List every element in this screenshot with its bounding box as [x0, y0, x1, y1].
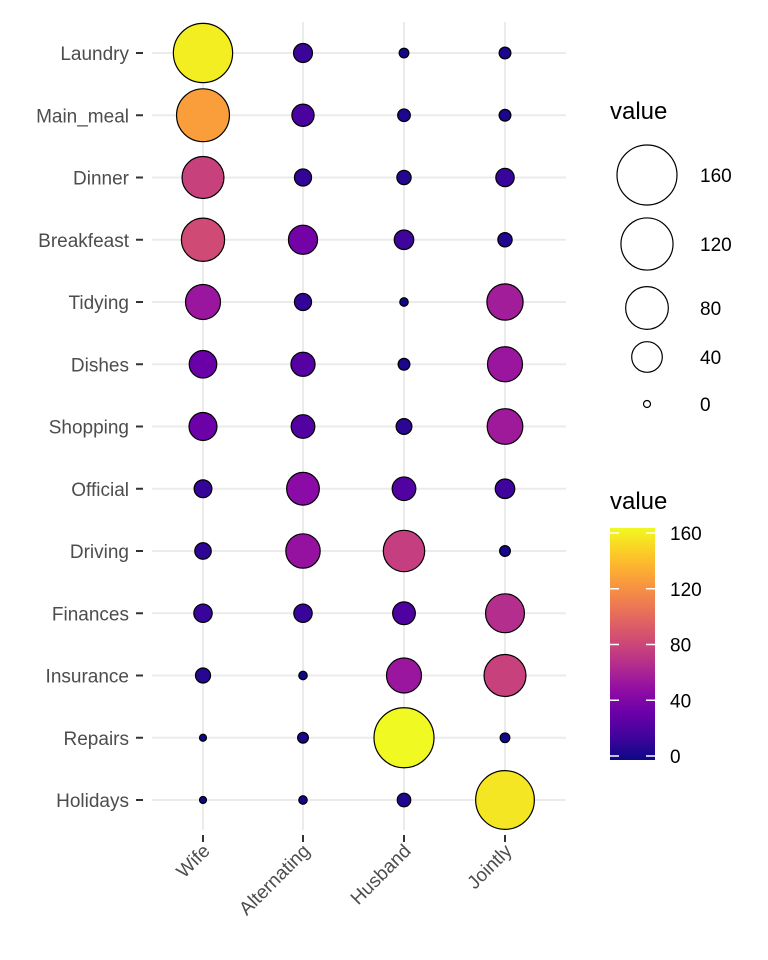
- x-tick-label: Jointly: [464, 840, 517, 893]
- size-legend-key: [631, 341, 663, 373]
- point-Main_meal-Wife: [175, 88, 231, 143]
- size-legend-label: 160: [700, 166, 732, 187]
- color-legend-label: 40: [670, 691, 691, 712]
- point-Shopping-Wife: [188, 411, 218, 442]
- color-legend-label: 80: [670, 636, 691, 657]
- point-Official-Husband: [391, 476, 417, 502]
- y-tick-label: Laundry: [60, 44, 129, 65]
- color-legend-title: value: [610, 488, 667, 515]
- y-tick-label: Tidying: [68, 293, 129, 314]
- point-Main_meal-Husband: [397, 108, 411, 123]
- y-tick-label: Official: [71, 480, 129, 501]
- y-tick-label: Insurance: [46, 667, 129, 688]
- point-Insurance-Wife: [194, 667, 212, 684]
- point-Finances-Wife: [193, 603, 213, 624]
- point-Main_meal-Jointly: [498, 108, 512, 122]
- point-Tidying-Jointly: [486, 283, 524, 321]
- point-Tidying-Wife: [184, 283, 222, 321]
- point-Tidying-Husband: [399, 297, 409, 307]
- y-tick-label: Shopping: [49, 418, 129, 439]
- point-Tidying-Alternating: [293, 292, 313, 312]
- point-Insurance-Alternating: [298, 670, 308, 681]
- point-Official-Alternating: [286, 471, 320, 506]
- point-Dishes-Husband: [397, 357, 411, 371]
- y-tick-label: Main_meal: [36, 106, 129, 127]
- point-Breakfeast-Husband: [393, 229, 415, 251]
- size-legend-key: [616, 144, 678, 206]
- point-Holidays-Husband: [396, 792, 412, 808]
- size-legend-key: [620, 217, 674, 271]
- point-Finances-Husband: [392, 601, 416, 626]
- point-Laundry-Jointly: [498, 46, 512, 60]
- point-Finances-Alternating: [293, 603, 313, 624]
- point-Holidays-Alternating: [298, 795, 308, 805]
- size-legend-title: value: [610, 98, 667, 125]
- point-Dinner-Alternating: [293, 168, 313, 187]
- point-Insurance-Jointly: [483, 653, 527, 698]
- point-Dinner-Wife: [181, 155, 225, 200]
- point-Repairs-Husband: [373, 707, 435, 769]
- y-tick-label: Breakfeast: [38, 231, 130, 252]
- point-Driving-Husband: [382, 529, 426, 573]
- size-legend-label: 0: [700, 395, 711, 416]
- point-Main_meal-Alternating: [291, 103, 315, 127]
- y-tick-label: Dinner: [73, 169, 130, 190]
- point-Driving-Jointly: [499, 545, 511, 557]
- point-Holidays-Jointly: [475, 770, 535, 830]
- point-Laundry-Wife: [172, 22, 234, 84]
- point-Laundry-Alternating: [292, 42, 314, 64]
- y-tick-label: Repairs: [64, 729, 129, 750]
- y-tick-label: Driving: [70, 542, 129, 563]
- color-legend-label: 160: [670, 524, 702, 545]
- point-Dinner-Jointly: [495, 167, 515, 188]
- point-Repairs-Wife: [198, 733, 208, 742]
- point-Insurance-Husband: [385, 657, 423, 694]
- size-legend-key: [642, 399, 652, 409]
- color-legend-label: 120: [670, 580, 702, 601]
- y-tick-label: Finances: [52, 604, 129, 625]
- x-tick-label: Wife: [173, 841, 215, 883]
- x-tick-label: Husband: [347, 841, 416, 910]
- point-Dishes-Alternating: [290, 351, 316, 377]
- point-Dishes-Wife: [188, 349, 218, 379]
- point-Official-Wife: [193, 479, 213, 499]
- x-tick-label: Alternating: [235, 841, 314, 920]
- point-Breakfeast-Wife: [180, 217, 226, 262]
- point-Holidays-Wife: [198, 795, 208, 805]
- point-Shopping-Alternating: [290, 414, 316, 439]
- point-Laundry-Husband: [398, 47, 410, 59]
- point-Official-Jointly: [494, 478, 516, 500]
- point-Shopping-Husband: [395, 418, 413, 435]
- y-tick-label: Holidays: [56, 791, 129, 812]
- point-Breakfeast-Jointly: [497, 232, 513, 248]
- point-Driving-Wife: [194, 542, 212, 560]
- y-tick-label: Dishes: [71, 355, 129, 376]
- point-Dishes-Jointly: [486, 346, 524, 383]
- point-Driving-Alternating: [285, 533, 321, 569]
- point-Repairs-Alternating: [297, 731, 309, 744]
- point-Shopping-Jointly: [486, 408, 524, 445]
- point-Breakfeast-Alternating: [287, 224, 319, 255]
- size-legend-label: 120: [700, 235, 732, 256]
- size-legend-label: 40: [700, 348, 721, 369]
- size-legend-label: 80: [700, 299, 721, 320]
- point-Finances-Jointly: [484, 593, 526, 634]
- point-Dinner-Husband: [396, 169, 412, 186]
- color-legend-label: 0: [670, 747, 681, 768]
- point-Repairs-Jointly: [499, 732, 511, 744]
- size-legend-key: [625, 286, 669, 330]
